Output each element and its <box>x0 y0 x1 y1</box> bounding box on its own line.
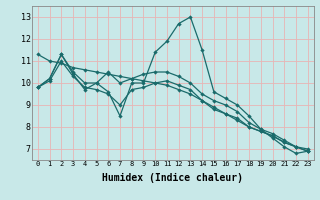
X-axis label: Humidex (Indice chaleur): Humidex (Indice chaleur) <box>102 173 243 183</box>
